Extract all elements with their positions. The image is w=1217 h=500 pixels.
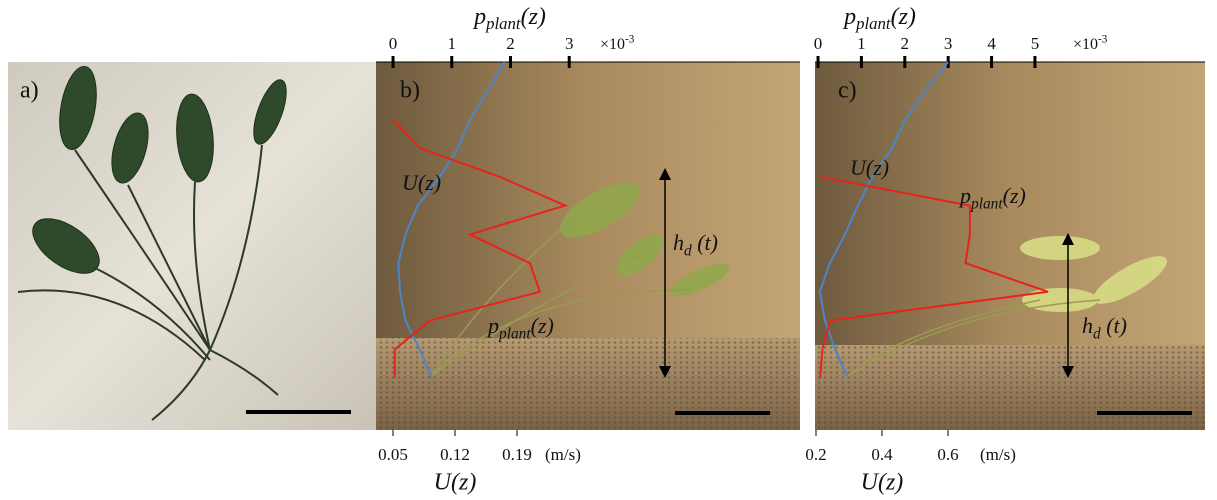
annotation-tail: (t) (1101, 313, 1127, 338)
top-tick-label: 2 (901, 34, 910, 53)
axis-scale: ×10-3 (1073, 33, 1108, 53)
annotation-base: p (958, 183, 971, 208)
annotation-tail: (z) (1003, 183, 1026, 208)
top-axis-label-sub: plant (855, 14, 891, 33)
bottom-tick-label: 0.4 (871, 445, 893, 464)
top-tick-label: 0 (814, 34, 823, 53)
axis-scale: ×10-3 (600, 33, 635, 53)
top-axis-label: pplant(z) (472, 4, 546, 34)
top-tick-label: 0 (389, 34, 398, 53)
annotation-base: p (486, 313, 499, 338)
top-tick-label: 5 (1031, 34, 1040, 53)
top-axis-label: pplant(z) (842, 4, 916, 34)
photo-b (376, 62, 800, 430)
top-tick-label: 1 (857, 34, 866, 53)
bottom-tick-label: 0.2 (805, 445, 826, 464)
bottom-tick-label: 0.19 (502, 445, 532, 464)
panel-label: b) (400, 78, 420, 104)
bottom-tick-label: 0.12 (440, 445, 470, 464)
annotation-sub: d (684, 242, 692, 259)
panel-label: c) (838, 78, 857, 104)
annotation: hd (t) (673, 230, 718, 259)
annotation-base: h (673, 230, 684, 255)
top-tick-label: 3 (565, 34, 574, 53)
annotation-tail: (z) (531, 313, 554, 338)
axis-scale-sup: -3 (1098, 33, 1108, 45)
profile-line (397, 61, 506, 379)
top-axis-label-tail: (z) (891, 4, 916, 30)
profile-line (392, 118, 568, 378)
top-tick-label: 4 (987, 34, 996, 53)
top-axis-label-base: p (472, 4, 486, 30)
annotation: pplant(z) (486, 313, 554, 342)
top-tick-label: 3 (944, 34, 953, 53)
bottom-tick-label: 0.6 (937, 445, 958, 464)
top-axis-label-tail: (z) (521, 4, 546, 30)
profile-line (818, 61, 949, 379)
top-tick-label: 1 (448, 34, 457, 53)
axis-scale-base: ×10 (1073, 36, 1098, 53)
bottom-unit: (m/s) (980, 445, 1016, 464)
bottom-axis-label: U(z) (434, 470, 477, 496)
annotation-sub: d (1093, 325, 1101, 342)
panel-label: a) (20, 78, 39, 104)
top-tick-label: 2 (506, 34, 515, 53)
axis-scale-sup: -3 (625, 33, 635, 45)
bottom-unit: (m/s) (545, 445, 581, 464)
annotation: hd (t) (1082, 313, 1127, 342)
annotation: pplant(z) (958, 183, 1026, 212)
photo-c (815, 62, 1205, 430)
bottom-tick-label: 0.05 (378, 445, 408, 464)
series-label: U(z) (850, 155, 889, 180)
annotation-base: h (1082, 313, 1093, 338)
top-axis-label-sub: plant (485, 14, 521, 33)
photo-a (8, 62, 376, 430)
top-axis-label-base: p (842, 4, 856, 30)
series-label: U(z) (402, 170, 441, 195)
bottom-axis-label: U(z) (861, 470, 904, 496)
profile-line (819, 175, 1049, 379)
annotation-tail: (t) (692, 230, 718, 255)
annotation-sub: plant (498, 325, 531, 342)
annotation-sub: plant (970, 195, 1003, 212)
axis-scale-base: ×10 (600, 36, 625, 53)
